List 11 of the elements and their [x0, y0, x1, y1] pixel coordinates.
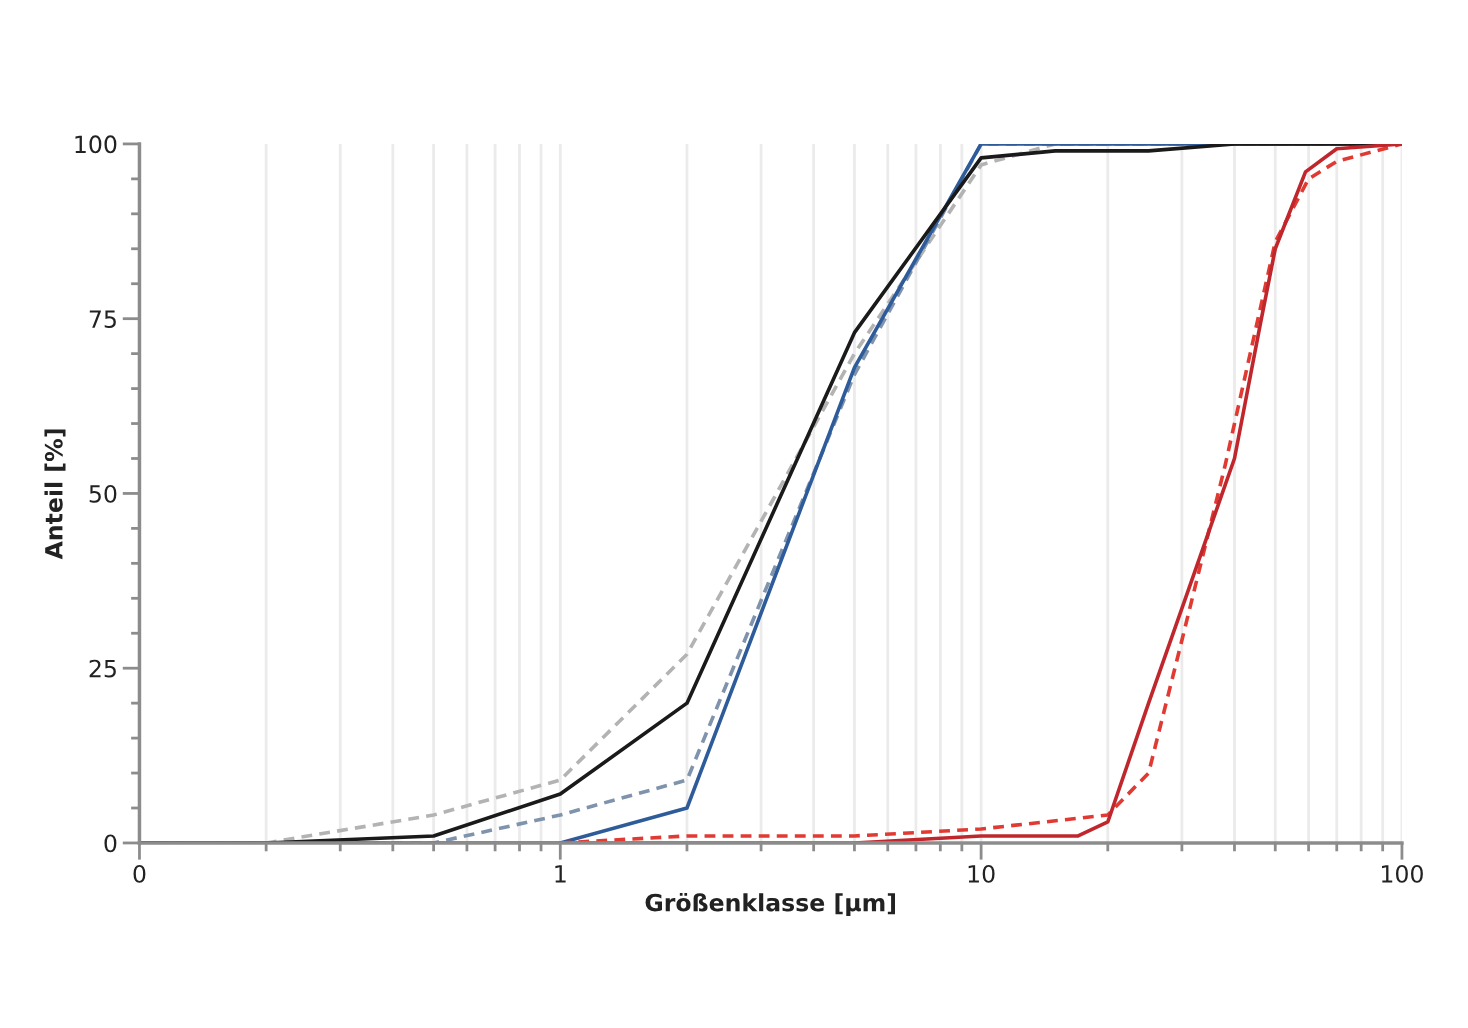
x-tick-label: 1: [555, 865, 566, 883]
x-axis-title: Größenklasse [µm]: [645, 892, 896, 917]
y-tick-label: 50: [89, 484, 117, 503]
x-tick-label: 0: [133, 864, 146, 883]
y-tick-label: 25: [89, 659, 116, 678]
x-tick-label: 10: [968, 864, 995, 883]
y-tick-label: 0: [104, 834, 117, 853]
x-tick-label: 100: [1382, 864, 1423, 883]
y-tick-label: 100: [75, 135, 117, 154]
y-tick-label: 75: [89, 310, 116, 328]
y-axis-title: Anteil [%]: [44, 429, 66, 560]
